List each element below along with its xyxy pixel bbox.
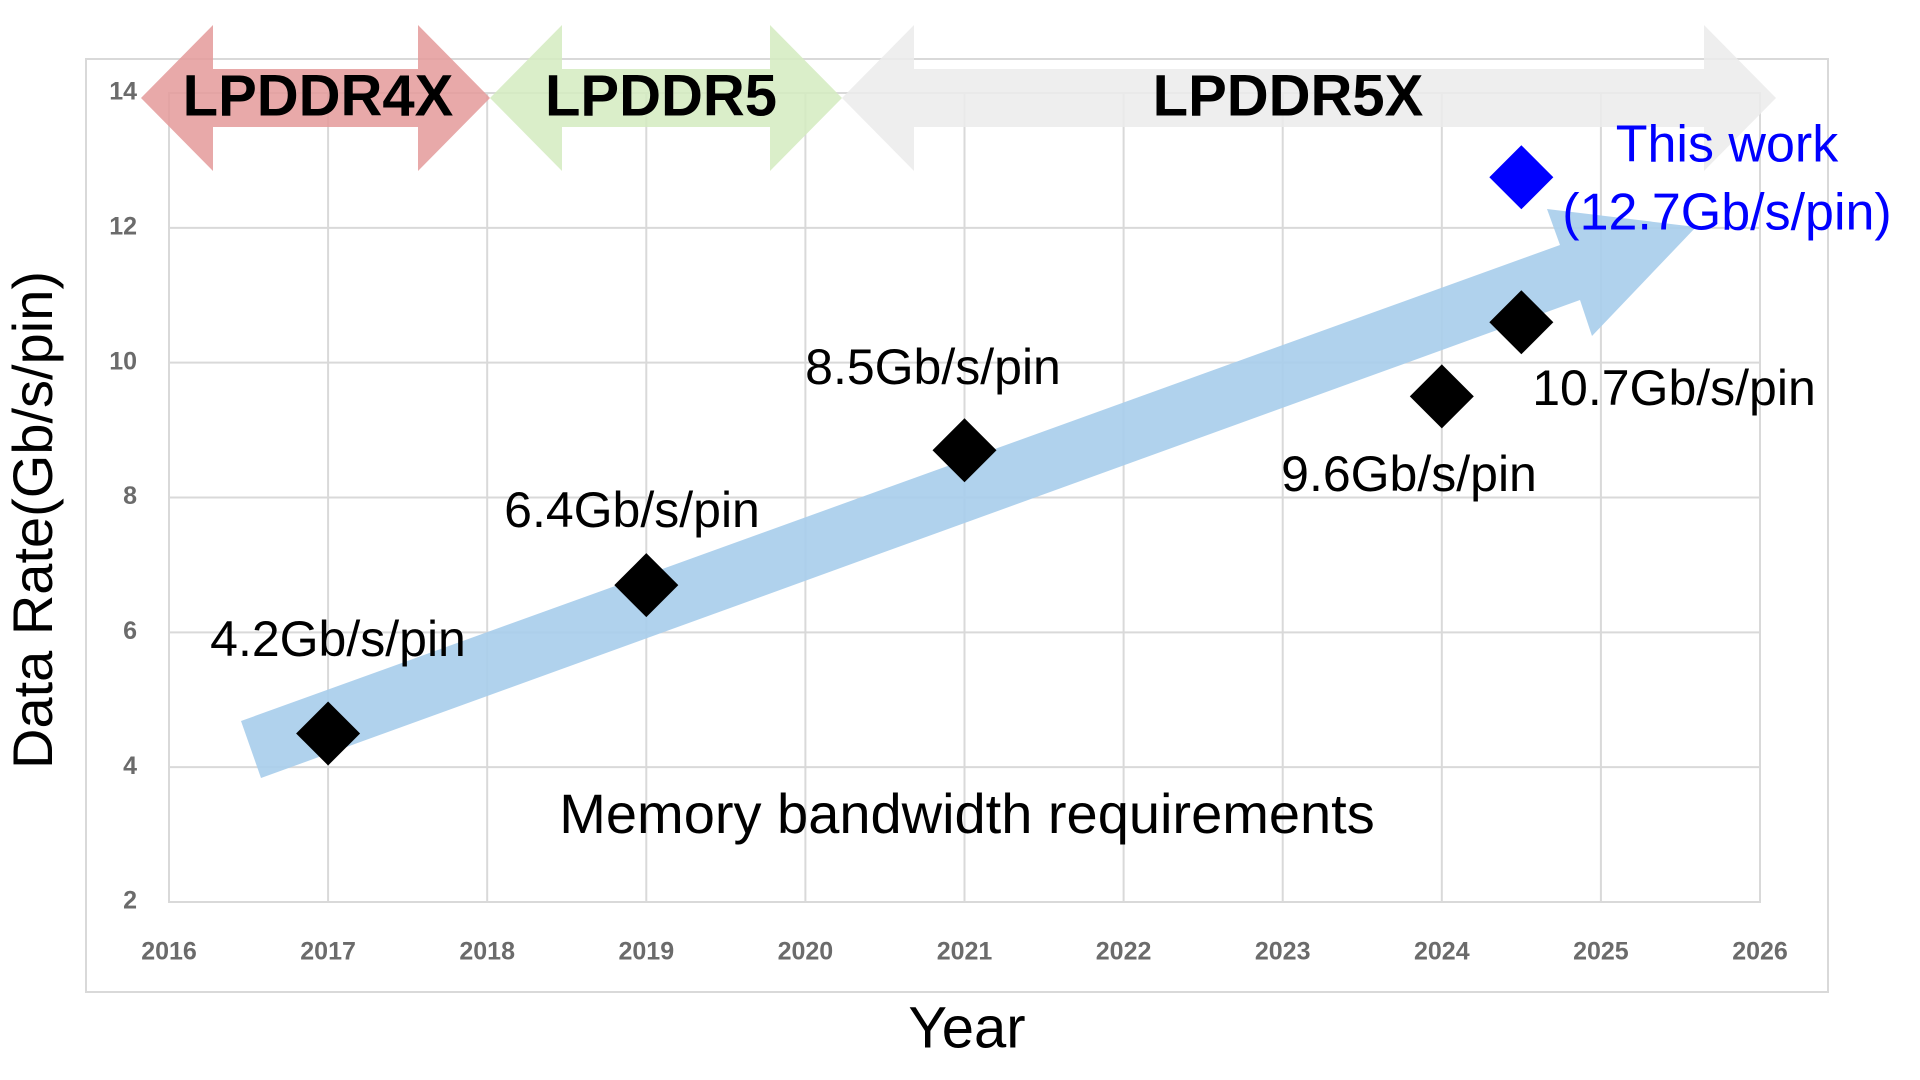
y-axis-label: Data Rate(Gb/s/pin) <box>1 271 64 769</box>
data-point <box>1489 290 1554 355</box>
x-tick-label: 2018 <box>459 938 515 966</box>
x-tick-label: 2026 <box>1732 938 1788 966</box>
y-tick-label: 6 <box>123 617 137 645</box>
data-point <box>296 701 361 766</box>
y-tick-label: 4 <box>123 752 137 780</box>
data-point <box>614 553 679 618</box>
annotation: 9.6Gb/s/pin <box>1281 446 1537 502</box>
y-tick-label: 10 <box>109 347 137 375</box>
annotation: 4.2Gb/s/pin <box>210 611 466 667</box>
annotation: This work <box>1616 116 1839 174</box>
trend-arrow <box>241 209 1696 778</box>
x-tick-label: 2016 <box>141 938 197 966</box>
data-point <box>1409 364 1474 429</box>
annotation: 10.7Gb/s/pin <box>1532 360 1816 416</box>
annotation: 6.4Gb/s/pin <box>504 482 760 538</box>
generation-label: LPDDR5 <box>545 63 777 128</box>
marks <box>296 145 1554 766</box>
x-tick-label: 2025 <box>1573 938 1629 966</box>
y-tick-label: 8 <box>123 482 137 510</box>
data-point <box>932 418 997 483</box>
x-tick-label: 2024 <box>1414 938 1470 966</box>
generation-arrows <box>141 25 1776 171</box>
x-tick-label: 2023 <box>1255 938 1311 966</box>
generation-arrow <box>842 25 1776 171</box>
annotation: (12.7Gb/s/pin) <box>1562 184 1892 242</box>
y-tick-label: 12 <box>109 212 137 240</box>
x-tick-label: 2022 <box>1096 938 1152 966</box>
data-point <box>1489 145 1554 210</box>
x-tick-label: 2017 <box>300 938 356 966</box>
y-tick-label: 14 <box>109 78 137 106</box>
annotation: Memory bandwidth requirements <box>559 782 1374 845</box>
x-tick-label: 2021 <box>937 938 993 966</box>
generation-arrow <box>490 25 842 171</box>
generation-arrow <box>141 25 490 171</box>
x-tick-label: 2020 <box>778 938 834 966</box>
generation-label: LPDDR5X <box>1153 63 1424 128</box>
y-tick-label: 2 <box>123 887 137 915</box>
annotation: 8.5Gb/s/pin <box>805 339 1061 395</box>
generation-label: LPDDR4X <box>183 63 454 128</box>
x-tick-label: 2019 <box>618 938 674 966</box>
x-axis-label: Year <box>908 995 1025 1060</box>
